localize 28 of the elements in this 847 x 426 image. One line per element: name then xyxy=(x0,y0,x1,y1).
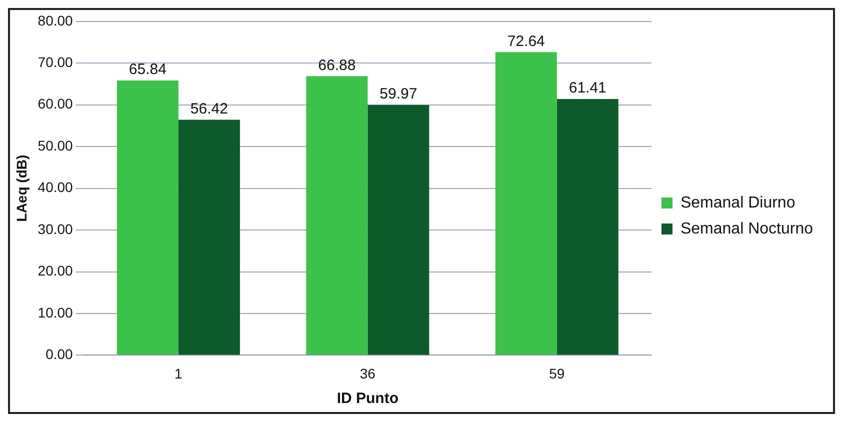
data-label: 65.84 xyxy=(128,61,166,78)
x-axis-title: ID Punto xyxy=(336,390,398,408)
data-label: 66.88 xyxy=(318,56,356,74)
y-tick-label: 50.00 xyxy=(38,137,74,154)
y-tick-label: 80.00 xyxy=(38,12,74,28)
y-axis-title: LAeq (dB) xyxy=(13,154,30,222)
x-tick-label: 59 xyxy=(549,365,565,382)
y-tick-label: 10.00 xyxy=(38,304,74,320)
bar xyxy=(178,120,240,355)
y-tick-label: 60.00 xyxy=(38,96,74,112)
data-label: 59.97 xyxy=(380,86,418,103)
data-label: 61.41 xyxy=(568,80,606,97)
bar xyxy=(116,80,178,355)
y-tick-label: 40.00 xyxy=(38,179,74,196)
y-tick-label: 30.00 xyxy=(38,220,74,237)
legend-label: Semanal Nocturno xyxy=(680,220,814,238)
y-tick-label: 70.00 xyxy=(38,54,74,70)
bar xyxy=(495,52,557,355)
y-tick-label: 0.00 xyxy=(46,346,74,362)
x-tick-label: 1 xyxy=(174,365,183,382)
y-tick-label: 20.00 xyxy=(38,262,74,279)
data-label: 72.64 xyxy=(507,32,545,50)
bar xyxy=(556,98,618,355)
bar xyxy=(306,76,368,355)
data-label: 56.42 xyxy=(190,100,228,118)
bar xyxy=(368,104,430,355)
legend-label: Semanal Diurno xyxy=(680,194,796,212)
x-tick-label: 36 xyxy=(360,365,376,382)
